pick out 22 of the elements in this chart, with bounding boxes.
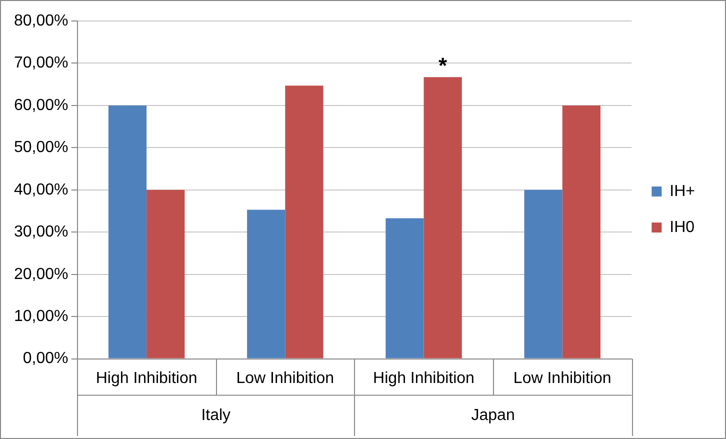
y-tick-label: 20,00% — [14, 266, 68, 283]
bar — [108, 105, 147, 358]
y-tick-label: 60,00% — [14, 96, 68, 114]
bar — [285, 86, 324, 358]
y-tick-label: 70,00% — [14, 54, 68, 72]
y-tick-label: 80,00% — [14, 12, 68, 30]
bar — [424, 77, 462, 358]
y-tick-label: 40,00% — [14, 181, 68, 198]
legend-label: IH0 — [670, 218, 695, 236]
y-tick-label: 10,00% — [14, 308, 68, 325]
bar — [146, 190, 185, 358]
bar — [386, 218, 424, 358]
legend-label: IH+ — [670, 182, 695, 200]
annotation: * — [438, 53, 448, 78]
bar — [524, 190, 562, 358]
text: Japan — [471, 407, 515, 424]
bar — [562, 105, 600, 358]
bar — [247, 210, 286, 358]
y-tick-label: 30,00% — [14, 224, 68, 241]
y-tick-label: 0,00% — [22, 350, 68, 368]
y-tick-label: 50,00% — [14, 139, 68, 156]
text: Italy — [201, 407, 231, 424]
